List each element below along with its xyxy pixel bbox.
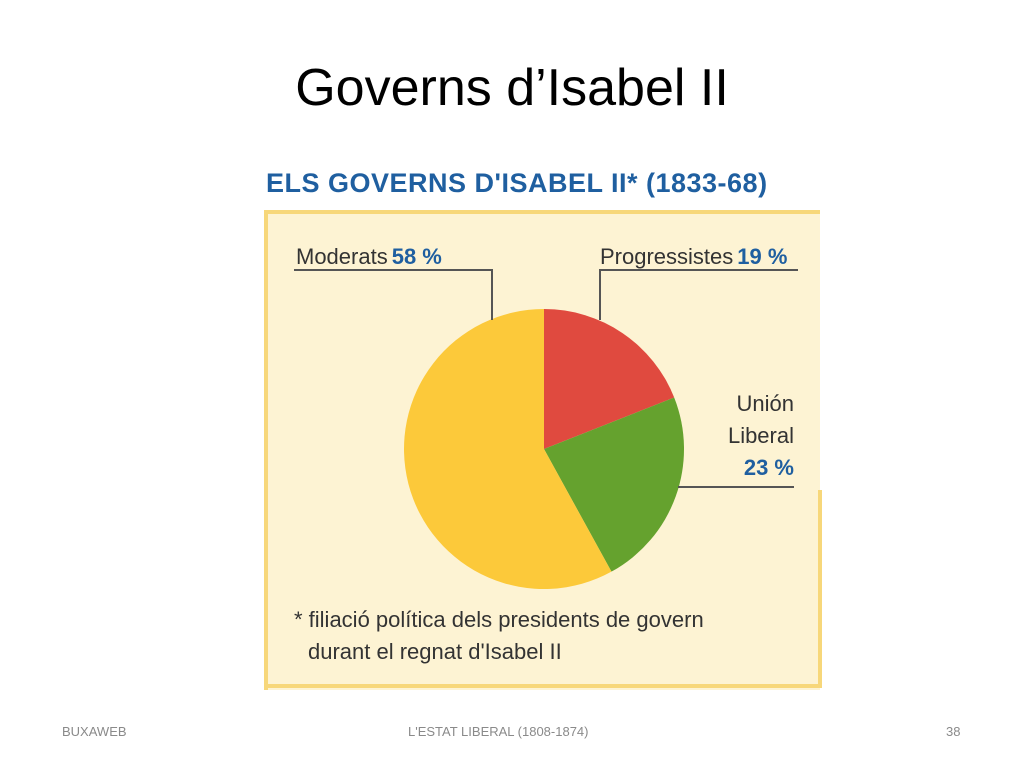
chart-title: ELS GOVERNS D'ISABEL II* (1833-68) (266, 168, 768, 198)
label-moderats: Moderats 58 % (296, 244, 442, 270)
label-progressistes-value: 19 % (737, 244, 788, 269)
leader-line-moderats (294, 269, 493, 320)
label-moderats-name: Moderats (296, 244, 388, 269)
pie-slice-moderats (403, 309, 612, 590)
label-union-liberal: Unión Liberal 23 % (694, 388, 794, 484)
pie-slice-uni-n-liberal (544, 397, 685, 572)
leader-line-progressistes (599, 269, 798, 320)
chart-footnote: * filiació política dels presidents de g… (294, 604, 704, 668)
panel-left-border (264, 210, 268, 690)
panel-bottom-border (264, 684, 822, 688)
slide-title: Governs d’Isabel II (295, 59, 729, 117)
pie-chart (294, 269, 798, 590)
label-progressistes-name: Progressistes (600, 244, 734, 269)
footnote-line2: durant el regnat d'Isabel II (308, 639, 562, 664)
label-union-line2: Liberal (727, 423, 794, 448)
label-moderats-value: 58 % (391, 244, 442, 269)
footer-center: L'ESTAT LIBERAL (1808-1874) (408, 724, 589, 739)
leader-lines (294, 269, 798, 488)
footer-left: BUXAWEB (62, 724, 127, 739)
footnote-line1: * filiació política dels presidents de g… (294, 607, 704, 632)
panel-right-border (818, 490, 822, 686)
label-union-value: 23 % (743, 455, 794, 480)
label-union-line1: Unión (736, 391, 794, 416)
pie-slice-progressistes (544, 309, 675, 449)
footer-right: 38 (946, 724, 961, 739)
label-progressistes: Progressistes 19 % (600, 244, 787, 270)
pie-chart-figure: ELS GOVERNS D'ISABEL II* (1833-68) Moder… (264, 160, 824, 690)
